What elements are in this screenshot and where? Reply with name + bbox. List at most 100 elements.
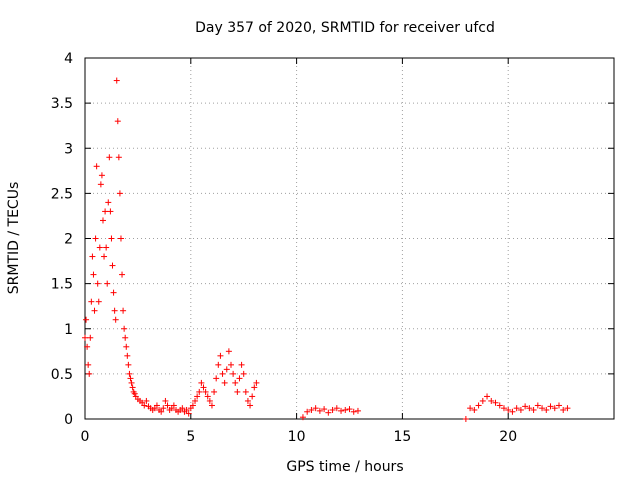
data-point (240, 370, 247, 377)
data-point (534, 402, 541, 409)
data-point (202, 388, 209, 395)
data-point (530, 406, 537, 413)
data-point (543, 406, 550, 413)
data-point (198, 379, 205, 386)
data-point (496, 402, 503, 409)
data-point (121, 325, 128, 332)
data-point (204, 393, 211, 400)
data-point (162, 397, 169, 404)
data-point (200, 384, 207, 391)
data-point (160, 405, 167, 412)
data-point (467, 405, 474, 412)
data-point (488, 397, 495, 404)
data-point (342, 406, 349, 413)
data-point (208, 402, 215, 409)
data-point (560, 406, 567, 413)
data-point (471, 406, 478, 413)
data-point (211, 388, 218, 395)
data-point (143, 397, 150, 404)
y-tick-label: 0.5 (51, 367, 73, 383)
data-point (513, 405, 520, 412)
data-point (312, 405, 319, 412)
data-point (526, 405, 533, 412)
data-point (564, 405, 571, 412)
data-point (105, 199, 112, 206)
data-point (462, 416, 469, 422)
data-point (247, 402, 254, 409)
data-point (304, 408, 311, 415)
data-point (106, 154, 113, 161)
y-tick-label: 2 (64, 232, 73, 248)
data-point (475, 402, 482, 409)
data-points (82, 77, 571, 422)
data-point (153, 402, 160, 409)
data-point (99, 217, 106, 224)
data-point (87, 334, 94, 341)
data-point (213, 375, 220, 382)
data-point (102, 208, 109, 215)
y-tick-labels: 0 0.5 1 1.5 2 2.5 3 3.5 4 (51, 51, 73, 428)
data-point (88, 298, 95, 305)
data-point (112, 316, 119, 323)
grid (85, 58, 614, 419)
data-point (234, 388, 241, 395)
data-point (124, 352, 131, 359)
data-point (329, 406, 336, 413)
data-point (539, 405, 546, 412)
data-point (119, 271, 126, 278)
data-point (96, 244, 103, 251)
data-point (117, 235, 124, 242)
data-point (89, 253, 96, 260)
data-point (84, 343, 91, 350)
data-point (225, 348, 232, 355)
data-point (321, 406, 328, 413)
data-point (95, 298, 102, 305)
data-point (90, 271, 97, 278)
data-point (484, 393, 491, 400)
data-point (333, 405, 340, 412)
data-point (97, 181, 104, 188)
data-point (238, 361, 245, 368)
x-tick-label: 20 (499, 429, 517, 445)
data-point (127, 375, 134, 382)
x-tick-label: 5 (186, 429, 195, 445)
data-point (108, 235, 115, 242)
data-point (126, 370, 133, 377)
data-point (120, 307, 127, 314)
data-point (104, 280, 111, 287)
data-point (111, 307, 118, 314)
data-point (522, 403, 529, 410)
x-tick-labels: 0 5 10 15 20 (81, 429, 518, 445)
x-tick-label: 15 (393, 429, 411, 445)
data-point (110, 289, 117, 296)
data-point (183, 406, 190, 413)
data-point (249, 393, 256, 400)
data-point (113, 77, 120, 84)
data-point (215, 361, 222, 368)
data-point (196, 388, 203, 395)
data-point (219, 370, 226, 377)
data-point (170, 402, 177, 409)
data-point (228, 361, 235, 368)
data-point (131, 390, 138, 397)
data-point (230, 370, 237, 377)
data-point (479, 397, 486, 404)
data-point (206, 397, 213, 404)
data-point (116, 190, 123, 197)
axis-ticks (84, 57, 614, 420)
data-point (192, 397, 199, 404)
data-point (92, 235, 99, 242)
data-point (83, 316, 90, 323)
data-point (122, 334, 129, 341)
data-point (242, 388, 249, 395)
data-point (350, 408, 357, 415)
data-point (109, 262, 116, 269)
data-point (232, 379, 239, 386)
x-tick-label: 10 (288, 429, 306, 445)
data-point (236, 375, 243, 382)
y-tick-label: 4 (64, 51, 73, 67)
data-point (101, 253, 108, 260)
data-point (91, 307, 98, 314)
data-point (221, 379, 228, 386)
